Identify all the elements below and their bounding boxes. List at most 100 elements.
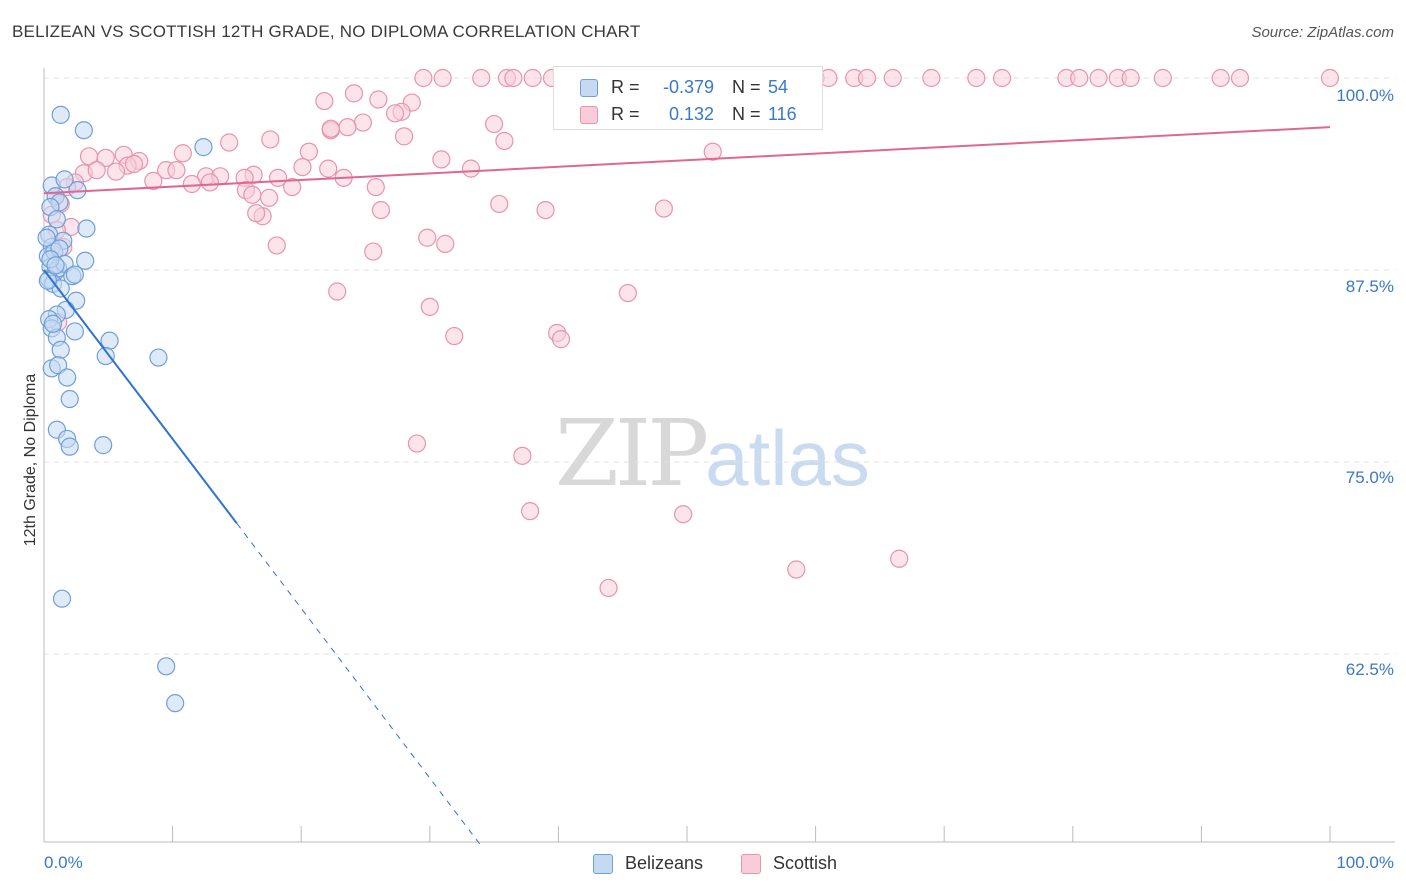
legend-label: Belizeans — [625, 853, 704, 873]
legend-row-belizeans: R = -0.379 N = 54 — [554, 73, 822, 101]
y-tick-label-100: 100.0% — [1336, 86, 1394, 105]
belizeans-point — [76, 251, 95, 270]
r-value: 0.132 — [668, 104, 714, 124]
scottish-point — [87, 161, 106, 180]
belizeans-point — [65, 265, 84, 284]
scottish-point — [106, 162, 126, 181]
scottish-point — [353, 113, 373, 132]
y-tick-label-75: 75.0% — [1345, 468, 1394, 487]
grid-lines — [44, 77, 1395, 655]
scottish-point — [461, 159, 481, 178]
belizeans-point — [43, 314, 63, 333]
belizeans-legend-swatch — [593, 854, 613, 874]
scottish-point — [243, 185, 262, 204]
scottish-point — [371, 200, 391, 220]
scottish-point — [1211, 68, 1230, 88]
watermark-atlas: atlas — [705, 414, 870, 502]
n-label: N = — [732, 104, 761, 124]
scottish-point — [618, 283, 637, 303]
belizeans-point — [49, 356, 68, 375]
scottish-point — [321, 119, 340, 138]
scottish-point — [922, 68, 941, 88]
scottish-point — [315, 91, 334, 111]
belizeans-point — [38, 271, 57, 290]
scottish-point — [407, 434, 427, 453]
scottish-point — [338, 118, 357, 137]
scottish-point — [418, 228, 437, 247]
scottish-point — [299, 142, 319, 161]
scottish-point — [182, 174, 201, 194]
belizeans-point — [46, 256, 65, 275]
scottish-point — [167, 161, 186, 180]
belizeans-point — [60, 437, 79, 456]
scottish-point — [992, 68, 1012, 88]
n-value: 54 — [768, 77, 789, 97]
scottish-point — [420, 297, 439, 316]
chart-title: BELIZEAN VS SCOTTISH 12TH GRADE, NO DIPL… — [12, 22, 641, 41]
scottish-point — [551, 330, 571, 349]
scottish-point — [857, 68, 877, 88]
scottish-point — [369, 90, 388, 109]
watermark-zip: ZIP — [555, 400, 709, 507]
belizeans-point — [47, 210, 66, 229]
scottish-point — [414, 68, 433, 88]
data-points — [37, 68, 1340, 713]
scottish-point — [261, 130, 280, 149]
trend-lines — [43, 126, 1331, 847]
scottish-point — [173, 144, 192, 163]
belizeans-point — [60, 389, 79, 409]
scottish-point — [787, 560, 806, 579]
scottish-point — [495, 131, 514, 151]
scottish-point — [344, 84, 364, 103]
scottish-point — [385, 104, 405, 123]
scottish-point — [259, 188, 279, 207]
axes — [43, 68, 1395, 843]
x-tick-label-min: 0.0% — [44, 853, 83, 872]
scottish-point — [1320, 68, 1340, 88]
scottish-point — [674, 505, 693, 524]
scottish-point — [144, 171, 163, 191]
belizeans-swatch — [580, 79, 598, 97]
scottish-point — [1121, 68, 1140, 88]
belizeans-point — [77, 219, 96, 238]
series-legend: Belizeans Scottish — [0, 852, 1406, 878]
x-tick-label-max: 100.0% — [1336, 853, 1394, 872]
scottish-point — [293, 157, 312, 177]
scottish-point — [283, 177, 302, 197]
scottish-point — [445, 326, 464, 346]
scottish-trend-line — [43, 126, 1331, 195]
belizeans-point — [52, 589, 72, 608]
belizeans-point — [100, 331, 119, 350]
scottish-point — [433, 68, 452, 88]
scottish-point — [521, 502, 540, 521]
belizeans-point — [94, 436, 113, 455]
belizeans-point — [65, 322, 84, 341]
r-label: R = — [611, 77, 640, 97]
scottish-point — [200, 173, 219, 192]
belizeans-trend-line — [43, 269, 238, 525]
y-tick-label-87-5: 87.5% — [1345, 277, 1394, 296]
belizeans-point — [51, 340, 70, 359]
belizeans-point — [96, 346, 115, 366]
belizeans-trend-extension — [236, 523, 482, 847]
belizeans-point — [74, 121, 93, 140]
scottish-point — [1153, 68, 1172, 88]
scottish-point — [267, 236, 286, 255]
scottish-point — [319, 159, 338, 178]
correlation-legend: R = -0.379 N = 54 R = 0.132 N = 116 — [553, 66, 823, 130]
r-label: R = — [611, 104, 640, 124]
scottish-point — [513, 446, 532, 465]
watermark: ZIPatlas — [555, 400, 870, 507]
scottish-point — [536, 200, 555, 220]
legend-label: Scottish — [773, 853, 838, 873]
y-tick-label-62-5: 62.5% — [1345, 660, 1394, 679]
scottish-point — [394, 127, 414, 146]
scottish-point — [890, 549, 909, 568]
belizeans-point — [194, 138, 213, 157]
scottish-point — [1070, 68, 1089, 88]
scottish-point — [247, 204, 266, 223]
n-label: N = — [732, 77, 761, 97]
chart-source: Source: ZipAtlas.com — [1251, 24, 1394, 41]
belizeans-point — [157, 657, 176, 676]
